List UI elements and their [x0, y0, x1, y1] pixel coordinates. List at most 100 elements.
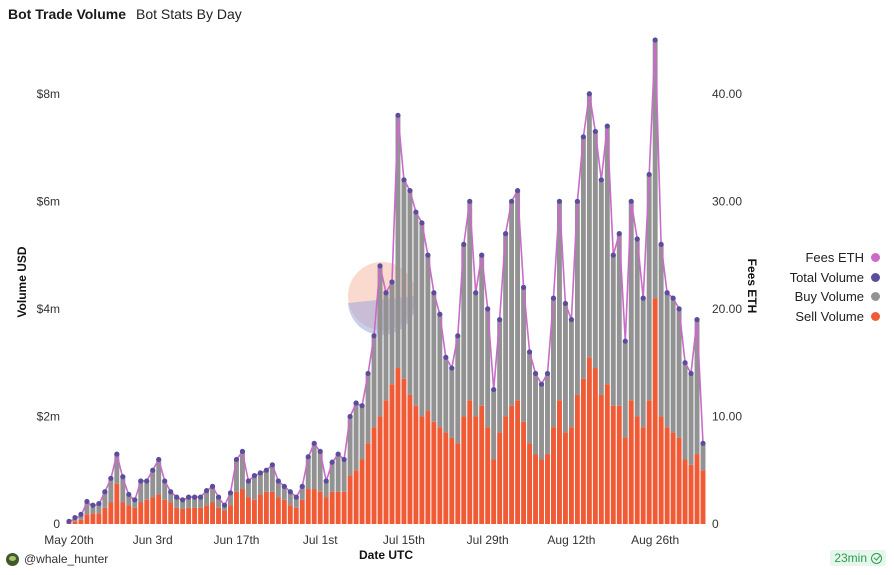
- buy-bar: [467, 201, 473, 401]
- sell-bar: [610, 405, 616, 524]
- total-volume-point: [526, 349, 533, 355]
- buy-bar: [174, 497, 180, 508]
- sell-bar: [622, 437, 628, 524]
- total-volume-point: [688, 370, 694, 377]
- author-tag[interactable]: @whale_hunter: [6, 552, 108, 566]
- sell-bar: [305, 489, 311, 524]
- buy-bar: [598, 179, 604, 395]
- legend-item[interactable]: Fees ETH: [750, 248, 880, 268]
- buy-bar: [479, 255, 485, 406]
- total-volume-point: [78, 511, 84, 517]
- total-volume-point: [126, 491, 132, 498]
- legend-item[interactable]: Buy Volume: [750, 287, 880, 307]
- sell-bar: [341, 491, 347, 524]
- sell-bar: [419, 416, 425, 524]
- legend-label: Sell Volume: [795, 308, 864, 324]
- total-volume-point: [251, 473, 258, 479]
- sell-bar: [228, 505, 233, 524]
- buy-bar: [616, 233, 622, 406]
- buy-bar: [634, 238, 640, 417]
- buy-bar: [204, 490, 210, 506]
- sell-bar: [251, 499, 257, 524]
- total-volume-point: [281, 483, 287, 489]
- total-volume-point: [120, 474, 126, 480]
- total-volume-point: [96, 500, 102, 507]
- sell-bar: [275, 497, 281, 524]
- buy-bar: [168, 491, 174, 503]
- total-volume-point: [305, 454, 311, 460]
- sell-bar: [568, 427, 574, 524]
- sell-bar: [138, 502, 144, 524]
- total-volume-point: [191, 494, 198, 500]
- buy-bar: [449, 368, 455, 438]
- buy-bar: [377, 265, 383, 417]
- buy-bar: [652, 40, 658, 299]
- sell-bar: [551, 427, 556, 524]
- sell-bar: [192, 507, 198, 524]
- buy-bar: [443, 357, 449, 433]
- sell-bar: [78, 519, 84, 524]
- legend-item[interactable]: Sell Volume: [750, 307, 880, 327]
- total-volume-point: [377, 263, 383, 269]
- buy-bar: [222, 505, 227, 511]
- sell-bar: [365, 443, 371, 524]
- sell-bar: [126, 505, 132, 524]
- total-volume-point: [174, 494, 180, 500]
- buy-bar: [461, 244, 467, 417]
- freshness-badge[interactable]: 23min: [830, 550, 886, 566]
- buy-bar: [389, 282, 395, 385]
- buy-bar: [562, 303, 568, 433]
- sell-bar: [485, 427, 491, 524]
- sell-bar: [694, 454, 700, 524]
- total-volume-point: [383, 290, 389, 296]
- chart-legend: Fees ETH Total Volume Buy Volume Sell Volum…: [750, 248, 880, 326]
- sell-bar: [90, 513, 96, 524]
- sell-bar: [132, 507, 138, 524]
- buy-bar: [78, 514, 84, 520]
- buy-bar: [431, 292, 437, 422]
- sell-bar: [395, 368, 401, 524]
- total-volume-point: [538, 381, 545, 387]
- total-volume-point: [365, 370, 371, 377]
- buy-bar: [676, 308, 682, 438]
- buy-bar: [239, 451, 245, 490]
- buy-bar: [156, 459, 162, 495]
- total-volume-point: [616, 231, 622, 237]
- sell-bar: [497, 432, 503, 524]
- total-volume-point: [72, 514, 78, 521]
- legend-swatch: [871, 253, 880, 263]
- sell-bar: [359, 459, 365, 524]
- sell-bar: [676, 437, 682, 524]
- total-volume-point: [437, 311, 443, 317]
- sell-bar: [198, 507, 204, 524]
- x-tick-label: Jul 15th: [383, 533, 425, 547]
- buy-bar: [586, 93, 592, 358]
- total-volume-point: [568, 317, 575, 323]
- buy-bar: [455, 335, 461, 444]
- sell-bar: [287, 505, 293, 524]
- sell-bar: [162, 499, 168, 524]
- sell-bar: [96, 513, 102, 524]
- total-volume-point: [162, 478, 168, 484]
- buy-bar: [670, 298, 676, 433]
- buy-bar: [413, 212, 419, 406]
- total-volume-point: [586, 91, 592, 97]
- total-volume-point: [180, 497, 186, 503]
- total-volume-point: [556, 198, 563, 204]
- total-volume-point: [514, 187, 521, 194]
- buy-bar: [347, 416, 353, 476]
- legend-item[interactable]: Total Volume: [750, 268, 880, 288]
- buy-bar: [281, 486, 287, 500]
- total-volume-point: [395, 112, 401, 118]
- sell-bar: [473, 416, 479, 524]
- buy-bar: [437, 314, 443, 428]
- x-tick-label: May 20th: [44, 533, 93, 547]
- buy-bar: [323, 480, 329, 498]
- buy-bar: [144, 480, 150, 500]
- y-tick-label: $2m: [37, 409, 60, 423]
- buy-bar: [216, 497, 221, 508]
- sell-bar: [670, 432, 676, 524]
- total-volume-point: [485, 306, 491, 312]
- legend-label: Total Volume: [789, 269, 864, 285]
